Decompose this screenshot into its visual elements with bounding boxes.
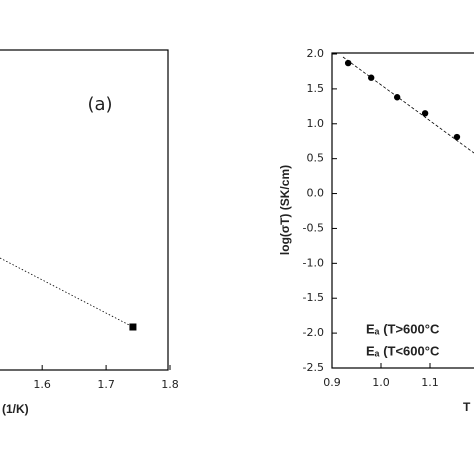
x-tick-label: 1.0: [372, 376, 390, 389]
annotation: Eₐ (T<600°C: [366, 343, 440, 358]
right-y-label: log(σT) (SK/cm): [278, 165, 292, 255]
y-tick-label: -2.5: [303, 361, 324, 374]
y-tick-label: -1.0: [303, 256, 324, 269]
y-tick-label: 1.5: [307, 82, 325, 95]
point: [129, 323, 137, 331]
x-tick-label: 1.6: [33, 378, 51, 391]
annotation: Eₐ (T>600°C: [366, 321, 440, 336]
point: [368, 74, 375, 81]
left-plot-frame: [0, 49, 169, 371]
panel-label: (a): [87, 94, 112, 115]
point: [393, 94, 401, 101]
point: [344, 59, 352, 67]
right-plot-frame: [331, 52, 474, 369]
y-tick-label: 0.5: [307, 152, 325, 165]
y-tick-label: -1.5: [303, 291, 324, 304]
x-tick-label: 1.1: [421, 376, 439, 389]
y-tick-label: 2.0: [307, 47, 325, 60]
y-tick-label: 1.0: [307, 117, 325, 130]
right-fit-line: [342, 56, 474, 154]
point: [453, 133, 461, 141]
y-tick-label: -0.5: [303, 221, 324, 234]
y-tick-label: 0.0: [307, 187, 325, 200]
left-x-label: (1/K): [2, 402, 29, 416]
x-tick-label: 0.9: [323, 376, 341, 389]
left-fit-line: [0, 257, 134, 328]
right-x-label: T: [463, 400, 471, 414]
x-tick-label: 1.8: [161, 378, 179, 391]
x-tick-label: 1.7: [97, 378, 115, 391]
point: [421, 110, 429, 117]
y-tick-label: -2.0: [303, 326, 324, 339]
